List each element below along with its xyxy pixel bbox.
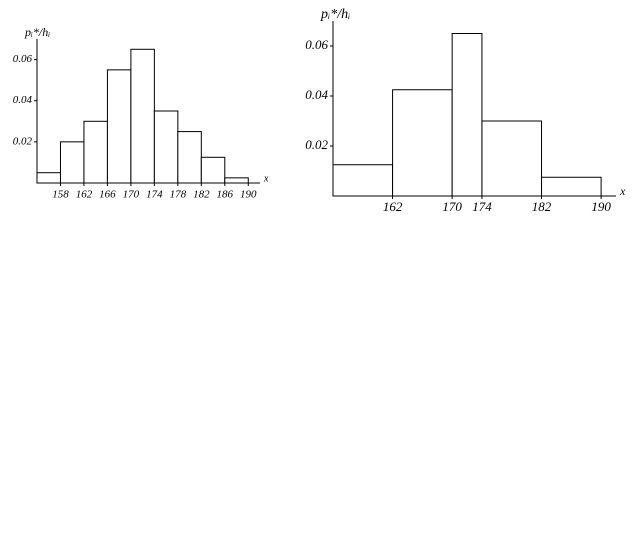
x-tick-label: 158 (52, 189, 69, 201)
y-tick-label: 0.04 (13, 94, 33, 106)
x-tick-label: 162 (76, 189, 93, 201)
y-tick-label: 0.06 (305, 37, 328, 52)
bar (200, 156, 226, 184)
x-tick-label: 170 (123, 189, 140, 201)
bar (451, 33, 483, 197)
y-axis-label: pᵢ*/hᵢ (320, 7, 350, 22)
bar (392, 89, 453, 197)
y-tick-label: 0.02 (13, 135, 33, 147)
x-tick-label: 166 (99, 189, 116, 201)
x-tick-label: 190 (240, 189, 257, 201)
bar (36, 172, 61, 184)
x-tick-label: 190 (591, 199, 611, 214)
x-tick-label: 174 (146, 189, 163, 201)
y-tick-label: 0.06 (13, 53, 33, 65)
bar (332, 164, 394, 197)
bar (541, 176, 602, 197)
bar (106, 69, 132, 184)
x-tick-label: 186 (217, 189, 234, 201)
x-tick-label: 170 (442, 199, 462, 214)
x-tick-label: 174 (472, 199, 492, 214)
bar (83, 120, 108, 184)
bar (481, 120, 543, 197)
x-tick-label: 162 (383, 199, 403, 214)
x-axis-label: x (263, 173, 269, 184)
y-tick-label: 0.04 (305, 87, 328, 102)
x-tick-label: 182 (532, 199, 552, 214)
bar (177, 131, 202, 184)
x-tick-label: 178 (170, 189, 187, 201)
bar (130, 48, 155, 184)
y-tick-label: 0.02 (305, 137, 328, 152)
x-axis-label: x (619, 184, 626, 198)
bar (224, 177, 249, 184)
bar (153, 110, 179, 184)
y-axis-label: pᵢ*/hᵢ (24, 25, 50, 39)
bar (59, 141, 85, 184)
x-tick-label: 182 (193, 189, 210, 201)
